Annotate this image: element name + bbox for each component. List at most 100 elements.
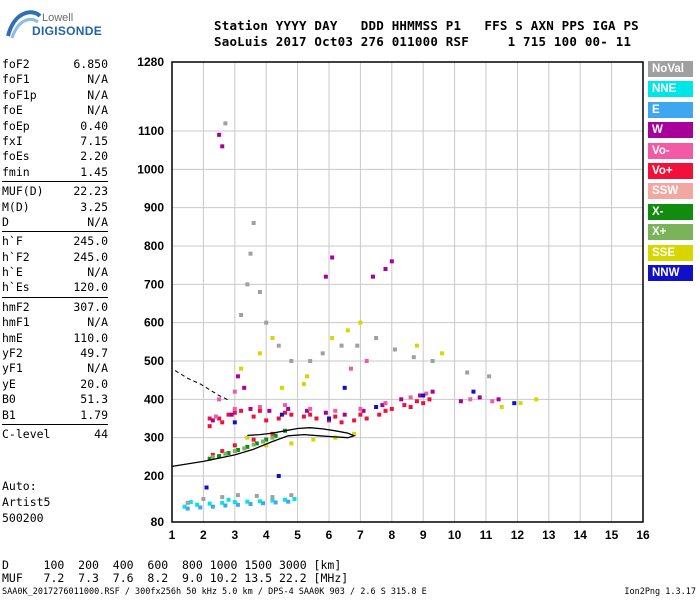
echo-point (292, 497, 297, 501)
echo-point (257, 405, 262, 409)
echo-point (345, 328, 350, 333)
echo-point (342, 412, 347, 417)
parameter-row: fxI 7.15 (2, 134, 108, 149)
x-tick-label: 4 (263, 528, 270, 542)
echo-point (226, 497, 231, 502)
echo-point (257, 408, 262, 413)
parameter-row: foE N/A (2, 103, 108, 118)
echo-point (217, 416, 222, 421)
echo-point (330, 336, 335, 340)
parameter-name: yF2 (2, 346, 23, 361)
echo-point (264, 418, 269, 423)
legend-item: SSE (648, 244, 693, 261)
parameter-row: foEp 0.40 (2, 119, 108, 134)
parameter-name: hmE (2, 330, 23, 345)
footer-version: Ion2Png 1.3.17 (624, 587, 696, 597)
echo-point (342, 385, 347, 390)
legend-item: X+ (648, 224, 693, 241)
echo-point (358, 406, 363, 411)
echo-point (276, 474, 281, 478)
echo-point (518, 401, 523, 406)
echo-point (273, 433, 278, 438)
echo-point (339, 420, 344, 425)
echo-point (301, 382, 306, 386)
parameter-value: N/A (87, 265, 108, 280)
parameter-row: MUF(D) 22.23 (2, 184, 108, 199)
echo-point (261, 439, 266, 444)
echo-point (327, 416, 331, 421)
echo-point (239, 313, 244, 317)
echo-point (348, 366, 353, 371)
echo-point (364, 359, 369, 363)
x-tick-label: 1 (169, 528, 176, 542)
echo-point (361, 408, 366, 413)
parameter-value: 51.3 (80, 392, 108, 407)
parameter-value: 245.0 (73, 234, 108, 249)
echo-point (389, 406, 394, 411)
parameter-row: D N/A (2, 215, 108, 230)
echo-point (232, 410, 237, 415)
parameter-name: h`F (2, 234, 23, 249)
parameter-name: foE (2, 103, 23, 118)
parameter-row: yF2 49.7 (2, 346, 108, 361)
echo-point (223, 503, 228, 508)
echo-point (421, 393, 426, 398)
echo-point (220, 449, 225, 454)
x-tick-label: 6 (326, 528, 333, 542)
echo-point (270, 495, 275, 500)
parameter-value: N/A (87, 72, 108, 87)
parameter-value: N/A (87, 87, 108, 102)
parameter-row: hmF2 307.0 (2, 300, 108, 315)
echo-point (185, 500, 190, 505)
echo-point (235, 493, 240, 498)
parameter-table: foF2 6.850 foF1 N/A foF1p N/A foE N/A foEp 0.40 fx… (2, 57, 108, 442)
echo-point (207, 456, 212, 461)
echo-point (333, 414, 338, 419)
legend-item: Vo- (648, 142, 693, 159)
echo-point (364, 416, 369, 421)
echo-point (374, 405, 379, 409)
echo-point (213, 414, 218, 419)
x-tick-label: 15 (605, 528, 619, 542)
parameter-value: 3.25 (80, 199, 108, 214)
echo-point (424, 391, 429, 396)
echo-point (458, 399, 463, 404)
echo-point (210, 504, 215, 509)
parameter-value: 1.45 (80, 164, 108, 179)
echo-point (477, 395, 482, 400)
parameter-name: h`E (2, 265, 23, 280)
x-tick-label: 10 (448, 528, 462, 542)
echo-point (267, 408, 272, 413)
echo-point (308, 412, 313, 417)
echo-point (232, 500, 237, 505)
header-values: SaoLuis 2017 Oct03 276 011000 RSF 1 715 … (214, 34, 632, 49)
echo-point (534, 397, 539, 402)
echo-point (204, 485, 209, 490)
x-tick-label: 14 (574, 528, 588, 542)
echo-point (273, 500, 278, 505)
parameter-row: hmE 110.0 (2, 331, 108, 346)
parameter-row: C-level 44 (2, 427, 108, 442)
echo-point (408, 395, 413, 400)
echo-point (188, 500, 193, 505)
x-tick-label: 11 (480, 528, 493, 542)
distance-row: D 100 200 400 600 800 1000 1500 3000 [km… (2, 558, 342, 572)
legend-item: SSW (648, 183, 693, 200)
parameter-name: hmF2 (2, 299, 30, 314)
parameter-name: foEp (2, 118, 30, 133)
echo-point (270, 431, 275, 436)
parameter-value: N/A (87, 214, 108, 229)
parameter-name: foF2 (2, 57, 30, 71)
echo-point (355, 343, 360, 348)
parameter-name: C-level (2, 426, 51, 441)
logo-text-lowell: Lowell (42, 12, 74, 24)
muf-row: MUF 7.2 7.3 7.6 8.2 9.0 10.2 13.5 22.2 [… (2, 571, 349, 585)
y-tick-label: 400 (144, 392, 164, 406)
parameter-value: 307.0 (73, 299, 108, 314)
parameter-value: 49.7 (80, 346, 108, 361)
echo-point (374, 336, 379, 340)
legend-item: W (648, 122, 693, 139)
echo-point (380, 403, 385, 408)
echo-point (226, 451, 231, 455)
